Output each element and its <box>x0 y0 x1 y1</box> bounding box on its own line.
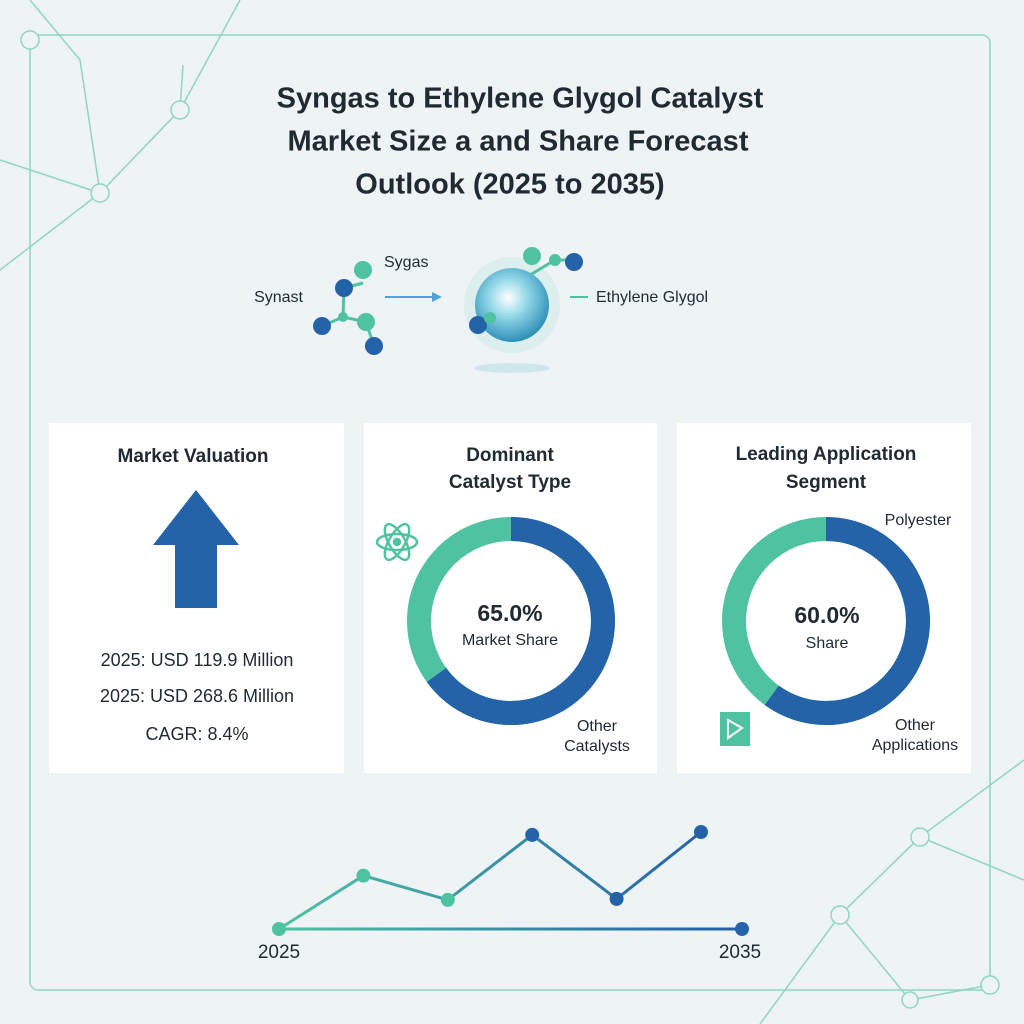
donut-segment-label: Polyester <box>885 512 952 529</box>
card-title: Dominant <box>466 445 554 466</box>
card-title: Segment <box>786 472 867 493</box>
card-title: Catalyst Type <box>449 472 571 493</box>
x-label: 2025 <box>258 942 300 963</box>
atom-icon <box>375 522 419 562</box>
donut-caption: Share <box>806 635 849 652</box>
donut-segment <box>407 517 615 725</box>
trend-line <box>278 830 702 931</box>
trend-point <box>525 827 540 842</box>
x-label: 2035 <box>719 942 761 963</box>
molecule-diagram <box>313 247 588 373</box>
donut-other-label: Other <box>577 718 618 735</box>
trend-point <box>272 922 286 936</box>
diagram-label: Synast <box>254 289 303 306</box>
card-title: Market Valuation <box>118 446 269 467</box>
card-stat: CAGR: 8.4% <box>145 724 248 744</box>
up-arrow <box>153 490 239 608</box>
donut-caption: Market Share <box>462 632 558 649</box>
card-title: Leading Application <box>736 444 917 465</box>
trend-point <box>440 892 455 907</box>
diagram-label: Sygas <box>384 254 428 271</box>
title-line: Syngas to Ethylene Glygol Catalyst <box>277 83 764 115</box>
timeline-end-dot <box>735 922 749 936</box>
donut-segment <box>722 517 930 725</box>
trend-point <box>694 825 708 839</box>
trend-point <box>356 868 371 883</box>
donut-other-label: Other <box>895 717 936 734</box>
card-stat: 2025: USD 268.6 Million <box>100 686 294 706</box>
title-line: Market Size a and Share Forecast <box>288 126 749 158</box>
donut-other-label: Applications <box>872 737 958 754</box>
trend-point <box>609 891 624 906</box>
title-line: Outlook (2025 to 2035) <box>355 169 664 201</box>
tag-icon <box>720 712 750 746</box>
diagram-label: Ethylene Glygol <box>596 289 708 306</box>
donut-value-label: 65.0% <box>477 600 542 626</box>
donut-value-label: 60.0% <box>794 602 859 628</box>
card-stat: 2025: USD 119.9 Million <box>101 650 294 670</box>
donut-other-label: Catalysts <box>564 738 630 755</box>
